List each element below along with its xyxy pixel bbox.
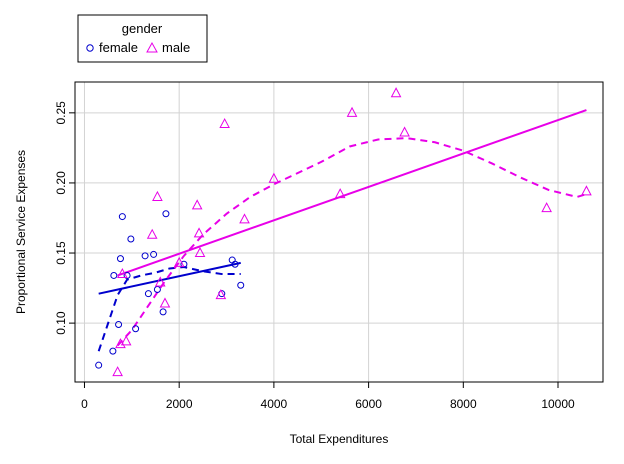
x-tick-label: 2000: [166, 397, 193, 411]
x-tick-label: 0: [81, 397, 88, 411]
legend-female-label: female: [99, 40, 138, 55]
female-point: [110, 271, 118, 279]
x-tick-label: 6000: [355, 397, 382, 411]
female-smooth-line: [97, 266, 241, 352]
female-point: [162, 210, 170, 218]
female-point: [180, 260, 188, 268]
male-smooth-line: [116, 137, 587, 347]
female-point: [95, 361, 103, 369]
y-tick-label: 0.10: [54, 311, 68, 335]
female-point: [118, 213, 126, 221]
x-tick-label: 4000: [261, 397, 288, 411]
plot-frame: [74, 81, 604, 383]
male-point: [146, 228, 158, 239]
female-point: [159, 308, 167, 316]
fit-lines: [97, 109, 587, 352]
female-point: [228, 256, 236, 264]
female-point: [153, 285, 161, 293]
grid: [75, 82, 603, 382]
male-point: [541, 202, 552, 213]
female-point: [127, 235, 135, 243]
female-point: [144, 290, 152, 298]
legend-male-marker: [146, 41, 158, 53]
male-point: [191, 199, 203, 210]
legend-female-marker: [86, 44, 94, 52]
female-linear-fit-line: [98, 261, 241, 295]
legend-box: [77, 14, 208, 63]
female-point: [115, 321, 123, 329]
male-linear-fit-line: [117, 109, 587, 277]
male-point: [193, 227, 205, 238]
y-tick-label: 0.20: [54, 171, 68, 195]
male-point: [334, 188, 346, 199]
legend-male-label: male: [162, 40, 190, 55]
female-point: [141, 252, 149, 260]
y-axis: 0.10 0.15 0.20 0.25: [54, 101, 75, 335]
female-point: [231, 260, 239, 268]
male-point: [154, 276, 166, 287]
female-point: [132, 325, 140, 333]
male-point: [581, 185, 592, 196]
x-axis-label: Total Expenditures: [290, 432, 389, 446]
female-point: [123, 271, 131, 279]
x-tick-label: 10000: [541, 397, 575, 411]
male-point: [390, 87, 402, 98]
y-axis-label: Proportional Service Expenses: [14, 150, 28, 314]
y-tick-label: 0.25: [54, 101, 68, 125]
x-tick-label: 8000: [450, 397, 477, 411]
female-point: [150, 250, 158, 258]
female-point: [109, 347, 117, 355]
legend: gender female male: [77, 14, 208, 63]
male-point: [152, 190, 163, 201]
male-point: [112, 366, 123, 377]
x-axis: 0 2000 4000 6000 8000 10000: [81, 382, 575, 411]
male-point: [399, 126, 410, 137]
male-point: [239, 213, 250, 224]
male-point: [159, 297, 171, 308]
male-point: [346, 106, 358, 117]
male-point: [219, 117, 230, 129]
male-point: [268, 172, 280, 183]
legend-title: gender: [122, 21, 163, 36]
female-point: [116, 255, 124, 263]
male-point: [173, 256, 185, 267]
male-point: [120, 335, 132, 346]
male-point: [215, 289, 227, 300]
male-point: [117, 267, 128, 279]
data-points: [95, 87, 592, 377]
y-tick-label: 0.15: [54, 241, 68, 265]
male-point: [194, 246, 206, 258]
female-point: [237, 281, 245, 289]
